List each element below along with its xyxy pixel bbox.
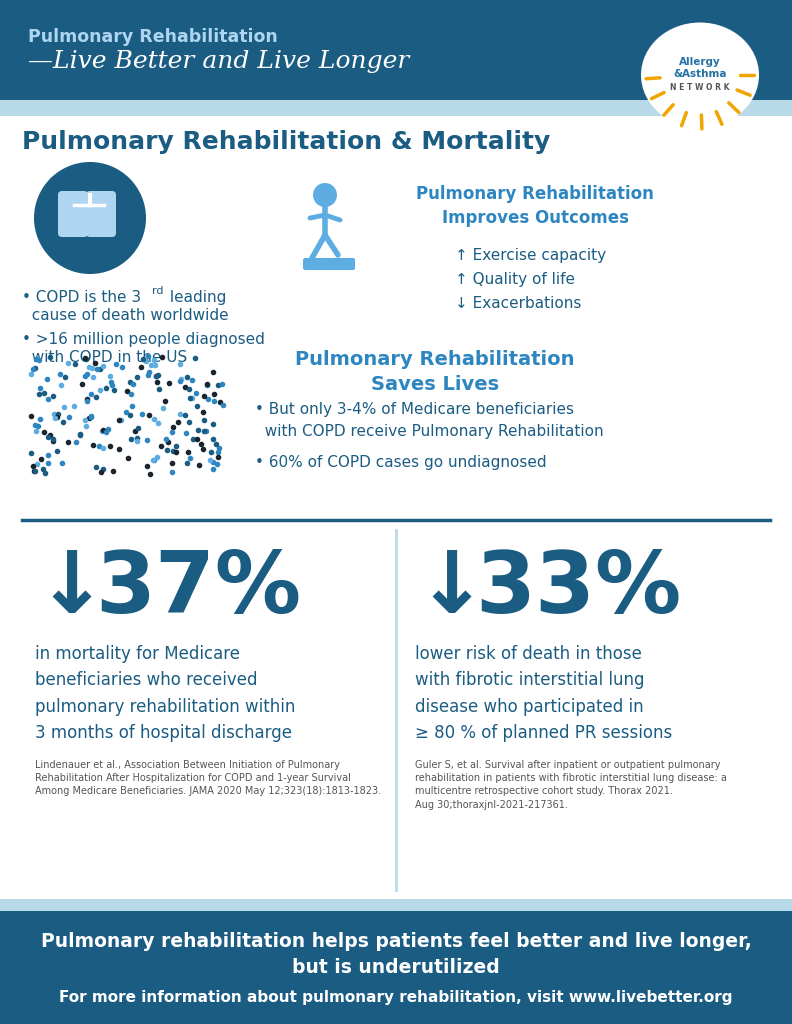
Text: rd: rd xyxy=(152,286,163,296)
Text: but is underutilized: but is underutilized xyxy=(292,958,500,977)
Circle shape xyxy=(345,260,355,270)
Text: ↓: ↓ xyxy=(415,548,487,631)
Circle shape xyxy=(303,260,313,270)
FancyBboxPatch shape xyxy=(0,100,792,116)
Ellipse shape xyxy=(641,23,759,128)
Text: ↓ Exacerbations: ↓ Exacerbations xyxy=(455,296,581,311)
Text: • 60% of COPD cases go undiagnosed: • 60% of COPD cases go undiagnosed xyxy=(255,455,546,470)
Text: Allergy
&Asthma: Allergy &Asthma xyxy=(673,56,727,79)
Text: Pulmonary rehabilitation helps patients feel better and live longer,: Pulmonary rehabilitation helps patients … xyxy=(40,932,752,951)
Text: ↑ Quality of life: ↑ Quality of life xyxy=(455,272,575,287)
Text: in mortality for Medicare
beneficiaries who received
pulmonary rehabilitation wi: in mortality for Medicare beneficiaries … xyxy=(35,645,295,742)
FancyBboxPatch shape xyxy=(303,258,355,270)
FancyBboxPatch shape xyxy=(58,191,88,237)
FancyBboxPatch shape xyxy=(0,116,792,522)
Text: Pulmonary Rehabilitation
Improves Outcomes: Pulmonary Rehabilitation Improves Outcom… xyxy=(416,185,654,226)
Text: • COPD is the 3: • COPD is the 3 xyxy=(22,290,141,305)
Circle shape xyxy=(34,162,146,274)
Text: 37%: 37% xyxy=(95,548,301,631)
Text: ↑ Exercise capacity: ↑ Exercise capacity xyxy=(455,248,606,263)
Text: lower risk of death in those
with fibrotic interstitial lung
disease who partici: lower risk of death in those with fibrot… xyxy=(415,645,672,742)
FancyBboxPatch shape xyxy=(0,522,792,898)
Text: cause of death worldwide: cause of death worldwide xyxy=(22,308,229,323)
Text: leading: leading xyxy=(165,290,227,305)
Text: 33%: 33% xyxy=(475,548,681,631)
Circle shape xyxy=(313,183,337,207)
Text: • >16 million people diagnosed: • >16 million people diagnosed xyxy=(22,332,265,347)
FancyBboxPatch shape xyxy=(0,911,792,1024)
Text: ↓: ↓ xyxy=(35,548,107,631)
Text: Pulmonary Rehabilitation: Pulmonary Rehabilitation xyxy=(28,28,278,46)
Text: • But only 3-4% of Medicare beneficiaries
  with COPD receive Pulmonary Rehabili: • But only 3-4% of Medicare beneficiarie… xyxy=(255,402,604,438)
Text: For more information about pulmonary rehabilitation, visit www.livebetter.org: For more information about pulmonary reh… xyxy=(59,990,733,1005)
FancyBboxPatch shape xyxy=(0,899,792,911)
FancyBboxPatch shape xyxy=(0,0,792,100)
Text: —Live Better and Live Longer: —Live Better and Live Longer xyxy=(28,50,409,73)
FancyBboxPatch shape xyxy=(86,191,116,237)
Text: Lindenauer et al., Association Between Initiation of Pulmonary
Rehabilitation Af: Lindenauer et al., Association Between I… xyxy=(35,760,381,797)
Text: Pulmonary Rehabilitation & Mortality: Pulmonary Rehabilitation & Mortality xyxy=(22,130,550,154)
Text: Guler S, et al. Survival after inpatient or outpatient pulmonary
rehabilitation : Guler S, et al. Survival after inpatient… xyxy=(415,760,727,810)
Text: N E T W O R K: N E T W O R K xyxy=(670,83,729,91)
Text: with COPD in the US: with COPD in the US xyxy=(22,350,187,365)
Text: Pulmonary Rehabilitation
Saves Lives: Pulmonary Rehabilitation Saves Lives xyxy=(295,350,575,394)
